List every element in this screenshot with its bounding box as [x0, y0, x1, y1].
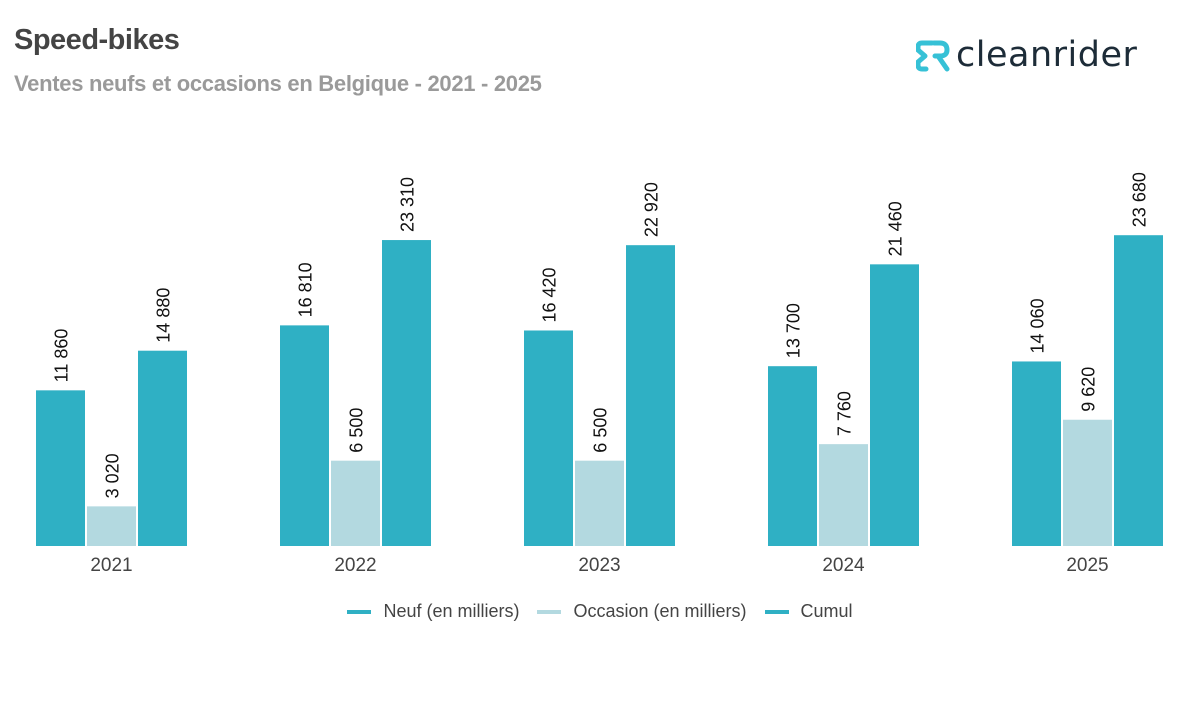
bar-neuf-2022	[280, 325, 329, 546]
data-label-neuf-2021: 11 860	[52, 329, 72, 383]
legend: Neuf (en milliers) Occasion (en milliers…	[0, 601, 1200, 622]
legend-label-neuf: Neuf (en milliers)	[383, 601, 520, 621]
bar-occasion-2024	[819, 444, 868, 546]
bar-occasion-2023	[575, 460, 624, 546]
legend-item-neuf[interactable]: Neuf (en milliers)	[347, 601, 519, 622]
chart-title: Speed-bikes	[14, 24, 180, 56]
legend-item-occasion[interactable]: Occasion (en milliers)	[537, 601, 747, 622]
bar-neuf-2021	[36, 390, 85, 546]
data-label-cumul-2022: 23 310	[398, 177, 418, 232]
data-label-cumul-2023: 22 920	[642, 182, 662, 237]
bar-cumul-2024	[870, 264, 919, 546]
bar-neuf-2025	[1012, 361, 1061, 546]
logo-text: cleanrider	[956, 35, 1138, 75]
data-label-cumul-2024: 21 460	[886, 201, 906, 256]
legend-item-cumul[interactable]: Cumul	[764, 601, 853, 622]
x-tick-label-2023: 2023	[578, 555, 620, 576]
data-label-neuf-2023: 16 420	[540, 267, 560, 322]
x-tick-label-2022: 2022	[334, 555, 376, 576]
bar-neuf-2024	[768, 366, 817, 546]
data-label-occasion-2025: 9 620	[1079, 367, 1099, 412]
legend-swatch-cumul	[764, 609, 789, 614]
data-label-neuf-2025: 14 060	[1028, 298, 1048, 353]
x-tick-label-2025: 2025	[1066, 555, 1108, 576]
chart-subtitle: Ventes neufs et occasions en Belgique - …	[14, 71, 542, 96]
legend-swatch-neuf	[347, 609, 372, 614]
x-tick-label-2024: 2024	[822, 555, 865, 576]
bar-cumul-2022	[382, 240, 431, 546]
bar-occasion-2025	[1063, 419, 1112, 546]
legend-swatch-occasion	[537, 609, 562, 614]
data-label-neuf-2022: 16 810	[296, 262, 316, 317]
data-label-occasion-2023: 6 500	[591, 408, 611, 453]
bar-cumul-2025	[1114, 235, 1163, 546]
bar-neuf-2023	[524, 330, 573, 546]
data-label-occasion-2024: 7 760	[835, 391, 855, 436]
bar-cumul-2021	[138, 350, 187, 546]
data-label-occasion-2022: 6 500	[347, 408, 367, 453]
legend-label-occasion: Occasion (en milliers)	[573, 601, 747, 621]
cleanrider-r-icon	[916, 40, 950, 71]
data-label-cumul-2021: 14 880	[154, 288, 174, 343]
brand-logo: cleanrider	[916, 38, 1137, 73]
bar-cumul-2023	[626, 245, 675, 547]
data-label-occasion-2021: 3 020	[103, 453, 123, 498]
bar-occasion-2021	[87, 506, 136, 546]
bar-occasion-2022	[331, 460, 380, 546]
x-tick-label-2021: 2021	[90, 555, 132, 576]
data-label-cumul-2025: 23 680	[1130, 172, 1150, 227]
data-label-neuf-2024: 13 700	[784, 303, 804, 358]
legend-label-cumul: Cumul	[800, 601, 853, 621]
